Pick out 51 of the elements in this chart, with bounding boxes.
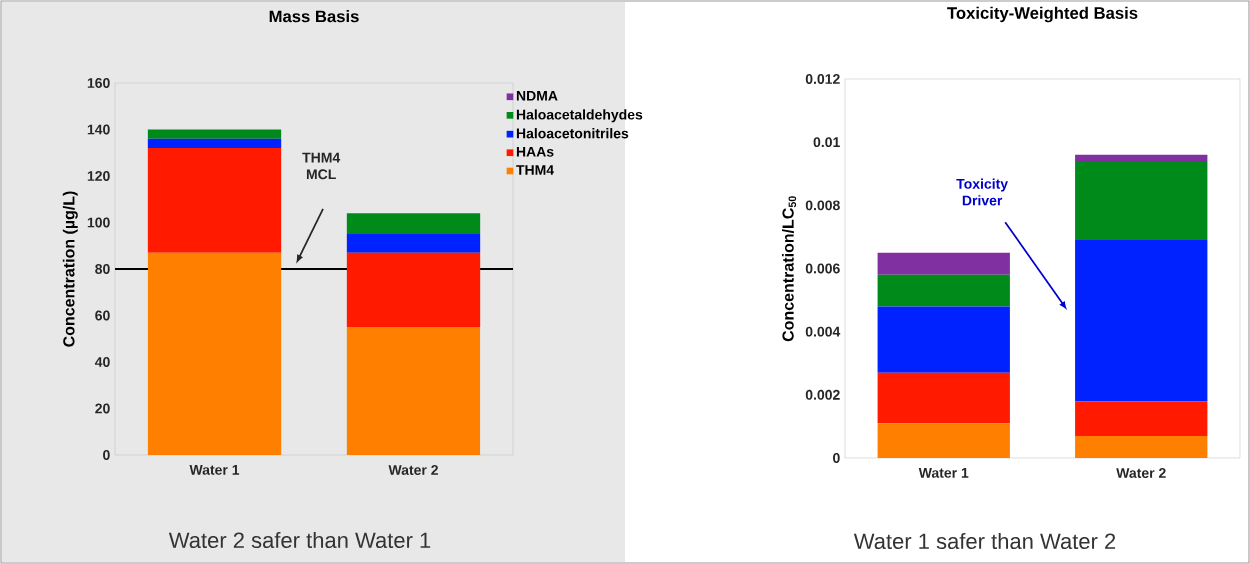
chart-title: Mass Basis — [269, 10, 359, 23]
bar — [877, 252, 1010, 275]
bar — [877, 306, 1010, 373]
legend-label: Haloacetaldehydes — [516, 109, 643, 123]
bar — [1075, 401, 1208, 436]
bar — [877, 372, 1010, 424]
annotation: Toxicity Driver — [956, 178, 1008, 206]
bar — [147, 252, 282, 455]
legend-label: HAAs — [516, 146, 554, 157]
legend-label: NDMA — [516, 90, 558, 101]
y-axis-title: Concentration (µg/L) — [62, 191, 78, 347]
bar — [147, 148, 282, 253]
bar — [877, 423, 1010, 458]
y-tick-label: 100 — [87, 217, 110, 228]
legend-label: Haloacetonitriles — [516, 128, 629, 139]
annotation: THM4 MCL — [302, 152, 341, 180]
text: Water 1 safer than Water 2 — [853, 532, 1116, 550]
x-tick-label: Water 1 — [918, 468, 969, 478]
bar — [346, 252, 481, 328]
y-tick-label: 0.006 — [805, 263, 840, 274]
text: Water 2 safer than Water 1 — [168, 531, 431, 549]
y-tick-label: 0.01 — [813, 137, 840, 148]
bar — [346, 234, 481, 253]
y-tick-label: 80 — [95, 264, 110, 274]
y-tick-label: 0 — [833, 453, 840, 463]
y-tick-label: 140 — [87, 124, 110, 135]
y-tick-label: 0.012 — [805, 74, 840, 84]
y-tick-label: 0.004 — [805, 326, 841, 337]
y-axis-title: Concentration/LC$_{50}$ — [782, 196, 797, 342]
x-tick-label: Water 2 — [1116, 468, 1166, 478]
bar — [877, 274, 1010, 307]
y-tick-label: 60 — [95, 310, 110, 321]
y-tick-label: 40 — [94, 357, 110, 367]
bar — [147, 138, 282, 149]
bar — [1075, 161, 1208, 241]
x-tick-label: Water 2 — [388, 465, 438, 475]
x-tick-label: Water 1 — [189, 465, 240, 475]
bar — [1075, 435, 1208, 458]
y-tick-label: 0.008 — [805, 200, 840, 211]
chart-title: Toxicity-Weighted Basis — [947, 6, 1138, 23]
y-tick-label: 160 — [87, 78, 110, 88]
y-tick-label: 120 — [87, 171, 110, 181]
legend-label: THM4 — [516, 165, 554, 175]
y-tick-label: 20 — [95, 403, 110, 414]
bar — [1075, 240, 1208, 402]
bar — [1075, 154, 1208, 162]
bar — [346, 213, 481, 235]
y-tick-label: 0 — [103, 450, 110, 460]
bar — [346, 327, 481, 455]
bar — [147, 129, 282, 139]
y-tick-label: 0.002 — [805, 389, 840, 400]
